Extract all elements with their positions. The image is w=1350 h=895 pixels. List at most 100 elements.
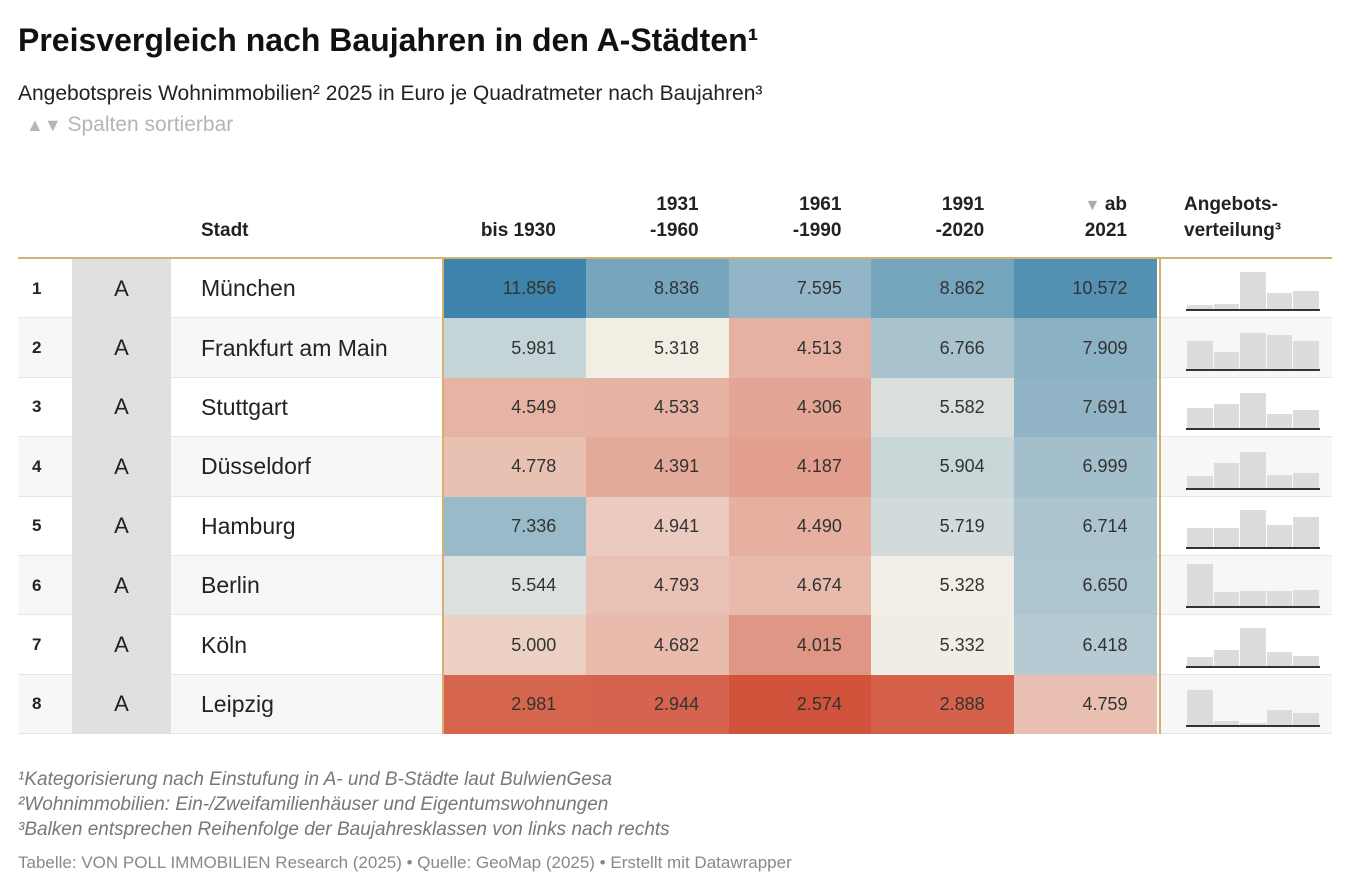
city: Düsseldorf <box>201 453 311 480</box>
footnote: ²Wohnimmobilien: Ein-/Zweifamilienhäuser… <box>18 794 609 815</box>
value-cell: 4.490 <box>728 496 872 556</box>
distribution-bar <box>1266 292 1292 310</box>
distribution-bar <box>1213 352 1239 369</box>
city: Hamburg <box>201 512 296 539</box>
distribution-bar <box>1266 475 1292 488</box>
city-class: A <box>72 377 171 438</box>
value-cell: 4.187 <box>728 437 872 497</box>
subtitle: Angebotspreis Wohnimmobilien² 2025 in Eu… <box>18 82 763 105</box>
footnote: ³Balken entsprechen Reihenfolge der Bauj… <box>18 819 670 840</box>
city-class: A <box>72 496 171 556</box>
value-cell: 4.778 <box>443 437 587 497</box>
distribution-bar <box>1266 710 1292 726</box>
distribution-bar <box>1293 290 1319 310</box>
value-cell: 10.572 <box>1014 259 1158 319</box>
distribution-bar <box>1213 528 1239 547</box>
distribution-bar <box>1266 524 1292 547</box>
value-cell: 4.015 <box>728 615 872 675</box>
value-cell: 5.318 <box>585 318 730 378</box>
value-cell: 4.941 <box>585 496 730 556</box>
distribution-bar <box>1266 414 1292 429</box>
city: München <box>201 275 296 302</box>
column-header[interactable]: verteilung³ <box>1184 220 1282 241</box>
distribution-bar <box>1213 592 1239 607</box>
distribution-bar <box>1187 528 1213 547</box>
value-cell: 8.836 <box>585 259 730 319</box>
column-header[interactable]: -2020 <box>935 220 985 241</box>
rank: 6 <box>32 575 42 595</box>
sort-hint[interactable]: ▲▼ Spalten sortierbar <box>26 113 233 137</box>
column-header[interactable]: -1960 <box>650 220 699 241</box>
column-header[interactable]: bis 1930 <box>480 220 556 241</box>
value-cell: 4.549 <box>443 377 587 438</box>
column-header[interactable]: -1990 <box>792 220 842 241</box>
rank: 1 <box>32 278 42 298</box>
sort-hint-text: Spalten sortierbar <box>67 113 234 136</box>
rank: 2 <box>32 338 42 358</box>
distribution-bar <box>1293 517 1319 547</box>
value-cell: 5.544 <box>443 556 587 616</box>
distribution-baseline <box>1186 547 1320 549</box>
value-cell: 6.714 <box>1014 496 1158 556</box>
value-cell: 6.418 <box>1014 615 1158 675</box>
city-class: A <box>72 318 171 378</box>
source: Tabelle: VON POLL IMMOBILIEN Research (2… <box>18 853 792 872</box>
value-cell: 5.981 <box>443 318 587 378</box>
city-class: A <box>72 556 171 616</box>
distribution-bar <box>1240 723 1266 726</box>
distribution-bar <box>1187 340 1213 369</box>
value-cell: 7.909 <box>1014 318 1158 378</box>
column-header[interactable]: ▼ ab <box>1084 194 1127 215</box>
value-cell: 5.332 <box>871 615 1015 675</box>
value-cell: 11.856 <box>443 259 587 319</box>
distribution-baseline <box>1186 428 1320 431</box>
value-cell: 8.862 <box>871 259 1015 319</box>
value-cell: 2.888 <box>871 674 1015 735</box>
distribution-bar <box>1187 657 1213 666</box>
city: Berlin <box>201 572 260 599</box>
distribution-bar <box>1240 333 1266 369</box>
sort-arrow: ▼ <box>1084 197 1105 214</box>
distribution-bar <box>1213 403 1239 429</box>
distribution-bar <box>1213 303 1239 310</box>
distribution-bar <box>1187 689 1213 726</box>
column-header[interactable]: 1991 <box>941 194 985 215</box>
rank: 8 <box>32 694 42 714</box>
sort-icon: ▲▼ <box>26 115 62 135</box>
value-cell: 2.981 <box>443 674 587 735</box>
value-cell: 4.759 <box>1014 674 1158 735</box>
distribution-baseline <box>1186 725 1320 728</box>
distribution-baseline <box>1186 606 1320 609</box>
column-header[interactable]: 2021 <box>1084 220 1127 241</box>
city-class: A <box>72 437 171 497</box>
value-cell: 5.582 <box>871 377 1015 438</box>
column-header[interactable]: Angebots- <box>1184 194 1278 215</box>
column-header[interactable]: Stadt <box>201 220 249 241</box>
value-cell: 5.719 <box>871 496 1015 556</box>
distribution-bar <box>1293 410 1319 429</box>
value-cell: 5.328 <box>871 556 1015 616</box>
rank: 4 <box>32 456 42 476</box>
value-cell: 4.533 <box>585 377 730 438</box>
distribution-bar <box>1213 649 1239 666</box>
distribution-bar <box>1293 472 1319 488</box>
header-rule <box>18 257 1332 259</box>
value-cell: 7.336 <box>443 496 587 556</box>
distribution-bar <box>1213 721 1239 726</box>
distribution-bar <box>1293 713 1319 726</box>
value-cell: 7.691 <box>1014 377 1158 438</box>
column-header[interactable]: 1961 <box>799 194 842 215</box>
distribution-bar <box>1293 589 1319 607</box>
distribution-baseline <box>1186 665 1320 668</box>
distribution-bar <box>1293 656 1319 666</box>
distribution-bar <box>1240 509 1266 547</box>
distribution-bar <box>1187 304 1213 310</box>
distribution-bar <box>1240 591 1266 607</box>
city-class: A <box>72 615 171 675</box>
column-header[interactable]: 1931 <box>656 194 699 215</box>
rank: 3 <box>32 397 42 417</box>
value-cell: 4.674 <box>728 556 872 616</box>
value-cell: 4.306 <box>728 377 872 438</box>
distribution-bar <box>1266 591 1292 607</box>
